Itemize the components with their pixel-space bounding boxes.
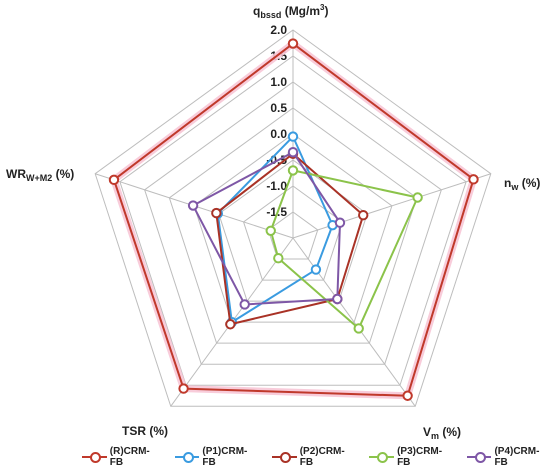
legend-item-r: (R)CRM-FB [82, 446, 161, 468]
series-point-3-tsr [273, 252, 284, 264]
series-point-4-vm [332, 293, 343, 305]
legend-label-p4: (P4)CRM-FB [494, 446, 540, 468]
legend-label-r: (R)CRM-FB [109, 446, 150, 468]
series-line-4 [192, 151, 341, 306]
legend-swatch-p3 [369, 452, 394, 463]
series-point-0-nw [468, 174, 479, 185]
series-point-4-nw [334, 217, 346, 228]
series-point-0-q [287, 38, 299, 49]
series-point-1-vm [310, 264, 322, 275]
tick-label: 1.0 [270, 75, 287, 89]
grid-spoke-nw [292, 173, 491, 239]
series-point-2-nw [358, 209, 369, 221]
legend-item-p4: (P4)CRM-FB [466, 446, 550, 468]
series-point-3-vm [353, 323, 364, 334]
legend-label-p2: (P2)CRM-FB [299, 446, 345, 468]
legend-item-p2: (P2)CRM-FB [271, 446, 355, 468]
legend-item-p3: (P3)CRM-FB [369, 446, 452, 468]
legend-label-p3: (P3)CRM-FB [397, 446, 443, 468]
tick-label: 0.5 [270, 101, 287, 115]
legend-swatch-p1 [174, 452, 200, 463]
series-point-2-tsr [225, 319, 236, 330]
tick-label: -1.0 [266, 179, 287, 193]
axis-label-tsr: TSR (%) [122, 424, 168, 438]
axis-label-q: qbssd (Mg/m3) [253, 3, 329, 20]
series-line-2 [215, 152, 365, 326]
series-point-0-tsr [178, 383, 189, 394]
series-point-4-wr [187, 200, 199, 211]
series-point-4-tsr [239, 299, 250, 310]
legend-swatch-r [82, 452, 107, 463]
series-line-3 [269, 169, 419, 330]
grid-ring [144, 81, 442, 365]
grid-ring [168, 107, 418, 344]
series-point-3-wr [265, 225, 276, 236]
grid-ring [242, 185, 344, 281]
series-point-3-nw [412, 192, 423, 203]
grid-ring [94, 29, 492, 407]
grid-ring [119, 55, 467, 386]
series-line-0 [112, 42, 475, 397]
series-point-3-q [287, 165, 299, 176]
grid-ring [193, 133, 393, 323]
axis-label-wr: WRW+M2 (%) [6, 167, 75, 183]
chart-legend: (R)CRM-FB (P1)CRM-FB (P2)CRM-FB (P3)CRM-… [82, 446, 550, 468]
series-line-1 [216, 135, 334, 324]
legend-swatch-p4 [466, 452, 492, 463]
axis-label-vm: Vm (%) [423, 425, 462, 441]
legend-label-p1: (P1)CRM-FB [202, 446, 248, 468]
legend-swatch-p2 [271, 452, 297, 463]
tick-label: 2.0 [270, 23, 287, 37]
tick-label: 0.0 [270, 127, 287, 141]
series-point-0-vm [402, 390, 413, 401]
series-point-0-wr [108, 174, 120, 186]
axis-label-nw: nw (%) [504, 176, 541, 192]
series-point-2-wr [211, 207, 222, 219]
series-point-1-q [287, 131, 299, 142]
series-point-4-q [287, 147, 299, 158]
legend-item-p1: (P1)CRM-FB [174, 446, 258, 468]
